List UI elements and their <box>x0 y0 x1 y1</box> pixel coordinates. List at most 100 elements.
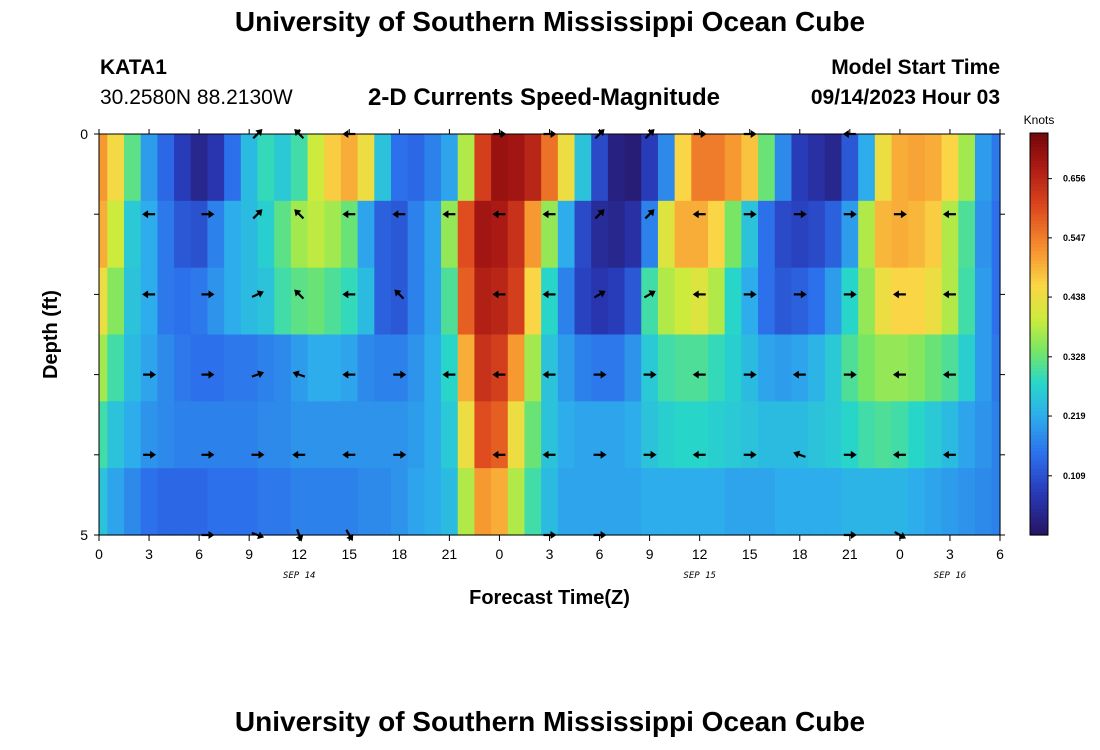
heatmap-cell <box>874 134 893 202</box>
heatmap-cell <box>908 334 926 402</box>
current-arrow <box>743 370 757 379</box>
heatmap-cell <box>190 200 209 269</box>
heatmap-cell <box>290 267 309 336</box>
x-tick-label: 6 <box>596 546 604 562</box>
heatmap-cell <box>240 200 259 269</box>
x-tick-label: 3 <box>546 546 554 562</box>
heatmap-cell <box>541 134 559 202</box>
current-arrow <box>392 210 406 219</box>
colorbar-segment <box>1030 169 1048 174</box>
colorbar-segment <box>1030 427 1048 432</box>
current-arrow <box>892 450 906 459</box>
heatmap-cell <box>924 334 943 402</box>
heatmap-cell <box>724 200 742 269</box>
colorbar-segment <box>1030 417 1048 422</box>
heatmap-cell <box>99 401 108 469</box>
model-start-value: 09/14/2023 Hour 03 <box>810 86 1000 109</box>
heatmap-cell <box>591 334 609 402</box>
colorbar-segment <box>1030 411 1048 415</box>
heatmap-cell <box>657 334 676 402</box>
heatmap-cell <box>140 267 158 336</box>
current-arrow <box>593 290 606 299</box>
heatmap-cell <box>691 334 709 402</box>
colorbar-segment <box>1030 518 1048 523</box>
heatmap-cell <box>307 334 325 402</box>
current-arrow-head <box>598 290 606 298</box>
x-tick-label: 21 <box>842 546 858 562</box>
current-arrow <box>743 450 757 459</box>
heatmap-cell <box>591 134 609 202</box>
heatmap-cell <box>908 401 926 469</box>
heatmap-cell <box>140 334 158 402</box>
heatmap-cell <box>774 468 793 536</box>
heatmap-cell <box>190 468 209 536</box>
heatmap-cell <box>107 468 125 536</box>
heatmap-cell <box>624 200 642 269</box>
colorbar-segment <box>1030 344 1048 348</box>
plot-title: 2-D Currents Speed-Magnitude <box>368 84 721 111</box>
heatmap-cell <box>174 468 192 536</box>
heatmap-cell <box>190 401 209 469</box>
heatmap-cell <box>324 134 342 202</box>
heatmap-cell <box>190 134 209 202</box>
heatmap-cell <box>674 200 692 269</box>
current-arrow-head <box>392 210 399 219</box>
heatmap-cell <box>974 334 993 402</box>
current-arrow-head <box>850 290 857 299</box>
heatmap-cell <box>674 267 692 336</box>
heatmap-cell <box>390 134 409 202</box>
heatmap-cell <box>724 267 742 336</box>
heatmap-cell <box>374 468 392 536</box>
heatmap-cell <box>574 401 592 469</box>
heatmap-cell <box>507 401 526 469</box>
heatmap-cell <box>791 334 809 402</box>
heatmap-cell <box>824 468 843 536</box>
heatmap-cell <box>340 468 359 536</box>
heatmap-cell <box>390 401 409 469</box>
heatmap-cell <box>874 401 893 469</box>
heatmap-cell <box>140 134 158 202</box>
colorbar-segment <box>1030 451 1048 456</box>
y-tick-label: 5 <box>80 527 88 543</box>
heatmap-cell <box>591 468 609 536</box>
heatmap-cell <box>374 200 392 269</box>
current-arrow-head <box>342 370 349 379</box>
colorbar-segment <box>1030 277 1048 281</box>
heatmap-cell <box>224 134 242 202</box>
heatmap-cell <box>741 334 759 402</box>
current-arrow-head <box>942 370 949 379</box>
heatmap-cell <box>808 134 826 202</box>
x-tick-label: 6 <box>195 546 203 562</box>
heatmap-cell <box>607 334 626 402</box>
current-arrow-head <box>208 450 215 459</box>
colorbar-segment <box>1030 511 1048 516</box>
colorbar-segment <box>1030 230 1048 235</box>
colorbar-segment <box>1030 153 1048 158</box>
heatmap-cell <box>974 401 993 469</box>
heatmap-cell <box>257 468 275 536</box>
x-tick-label: 6 <box>996 546 1004 562</box>
heatmap-cell <box>591 267 609 336</box>
heatmap-cell <box>924 200 943 269</box>
heatmap-cell <box>474 200 492 269</box>
heatmap-cell <box>340 200 359 269</box>
colorbar-tick-label: 0.328 <box>1063 352 1086 362</box>
heatmap-cell <box>507 334 526 402</box>
current-arrow-head <box>292 370 300 379</box>
heatmap-cell <box>157 401 175 469</box>
heatmap-cell <box>574 267 592 336</box>
heatmap-cell <box>507 134 526 202</box>
colorbar-tick-label: 0.109 <box>1063 471 1086 481</box>
heatmap-cell <box>240 401 259 469</box>
heatmap-cell <box>207 334 225 402</box>
heatmap-cell <box>491 401 509 469</box>
heatmap-cell <box>808 401 826 469</box>
heatmap-cell <box>674 334 692 402</box>
heatmap-cell <box>124 334 142 402</box>
heatmap-cell <box>774 200 793 269</box>
heatmap-cell <box>991 134 1001 202</box>
colorbar-segment <box>1030 340 1048 345</box>
current-arrow-head <box>150 450 157 459</box>
colorbar-segment <box>1030 300 1048 305</box>
current-arrow-head <box>942 210 949 219</box>
